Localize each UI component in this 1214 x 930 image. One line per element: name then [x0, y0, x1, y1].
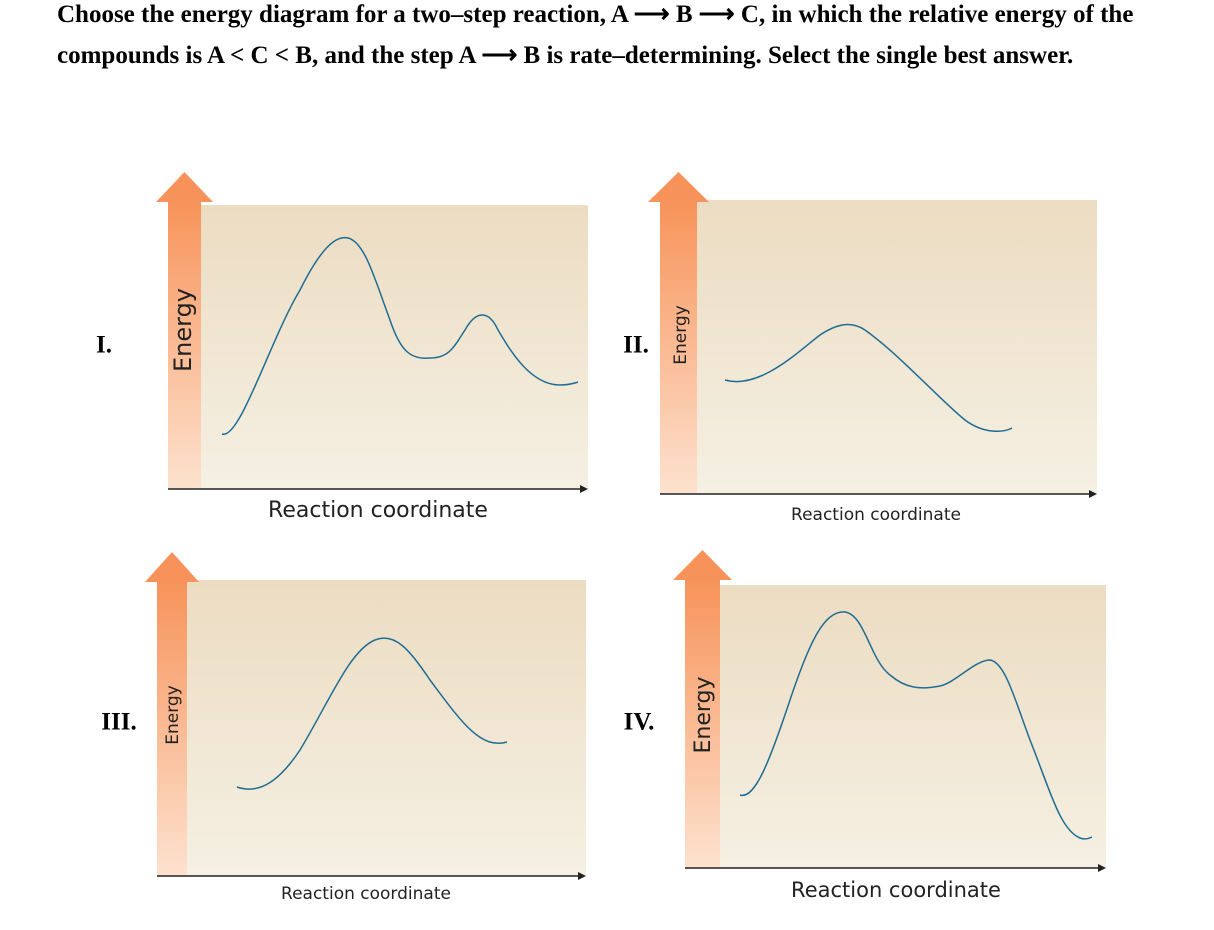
diagram-label: II.	[623, 332, 649, 359]
y-axis-label: Energy	[163, 685, 183, 745]
energy-bar	[157, 582, 187, 876]
energy-arrowhead	[156, 172, 213, 202]
energy-arrowhead	[648, 172, 709, 202]
energy-arrowhead	[673, 550, 732, 580]
diagram-label: I.	[96, 332, 112, 359]
x-axis-label: Reaction coordinate	[791, 505, 961, 525]
plot-background	[697, 200, 1097, 494]
energy-bar	[168, 202, 201, 489]
x-axis-arrowhead	[578, 872, 586, 880]
question: Choose the energy diagram for a two–step…	[57, 1, 1134, 69]
plot-background	[720, 585, 1106, 868]
x-axis-arrowhead	[1089, 490, 1097, 498]
x-axis-label: Reaction coordinate	[281, 884, 451, 904]
diagram-label: III.	[101, 709, 136, 736]
plot-background	[201, 205, 588, 489]
energy-curve	[221, 236, 579, 435]
diagram-label: IV.	[624, 709, 655, 736]
y-axis-label: Energy	[169, 288, 197, 372]
energy-curve	[724, 323, 1013, 432]
energy-curve	[236, 637, 508, 790]
energy-bar	[660, 202, 697, 494]
x-axis-label: Reaction coordinate	[268, 498, 488, 523]
plot-background	[187, 580, 586, 876]
x-axis-arrowhead	[580, 485, 588, 493]
y-axis-label: Energy	[691, 676, 716, 753]
energy-bar	[685, 580, 720, 868]
energy-arrowhead	[145, 552, 199, 582]
x-axis-arrowhead	[1098, 864, 1106, 872]
x-axis-label: Reaction coordinate	[791, 878, 1001, 902]
energy-curve	[739, 611, 1093, 840]
y-axis-label: Energy	[671, 305, 691, 365]
